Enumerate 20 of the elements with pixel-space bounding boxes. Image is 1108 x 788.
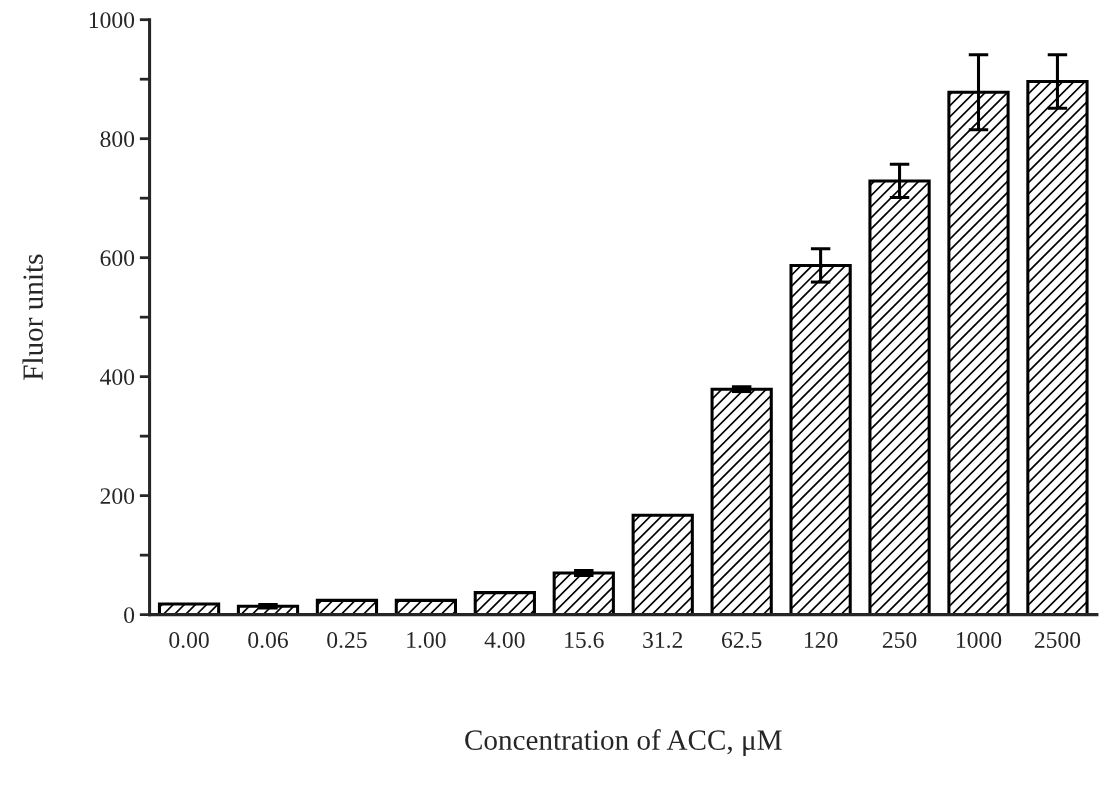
y-tick-label: 200	[100, 488, 135, 505]
y-tick-label: 600	[100, 250, 135, 267]
x-tick-label: 250	[882, 631, 917, 648]
x-tick-label: 1.00	[407, 631, 446, 649]
x-tick-label: 31.2	[643, 632, 683, 649]
x-tick-label: 62.5	[722, 632, 762, 649]
y-tick-label: 0	[124, 607, 135, 624]
x-tick-label: 15.6	[565, 632, 604, 649]
x-tick-label: 0.00	[169, 631, 209, 649]
x-tick-label: 1000	[956, 631, 1002, 648]
x-tick-label: 0.25	[327, 631, 367, 649]
x-axis-title: Concentration of ACC, μM	[465, 729, 782, 756]
x-tick-label: 2500	[1034, 631, 1081, 648]
x-tick-label: 120	[804, 631, 838, 648]
y-tick-label: 400	[100, 369, 135, 386]
x-tick-label: 0.06	[248, 631, 288, 649]
y-tick-label: 800	[100, 131, 135, 148]
y-axis-title: Fluor units	[22, 254, 43, 380]
y-tick-label: 1000	[89, 12, 135, 29]
x-tick-label: 4.00	[484, 631, 525, 649]
